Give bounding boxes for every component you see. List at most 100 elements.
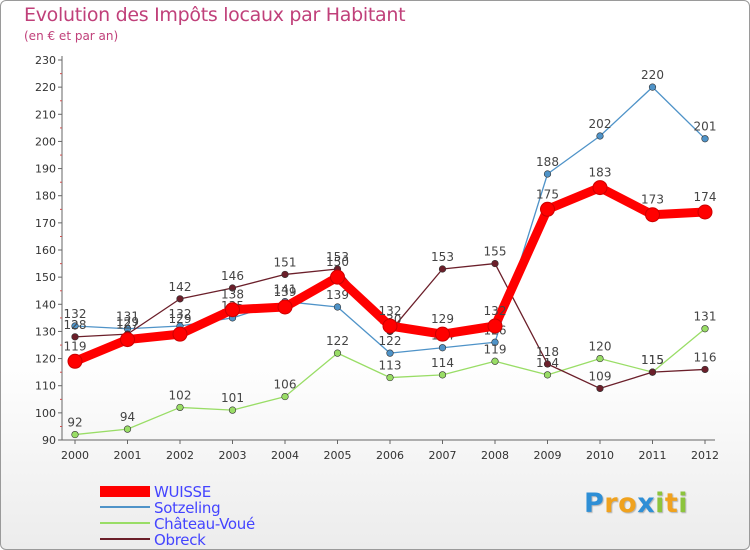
data-label: 102 [169, 388, 192, 402]
data-label: 153 [431, 250, 454, 264]
x-tick-label: 2002 [166, 449, 194, 462]
y-tick-label: 170 [35, 217, 56, 230]
x-tick-label: 2001 [114, 449, 142, 462]
data-point [491, 259, 499, 268]
data-point [386, 349, 394, 357]
y-tick-label: 180 [35, 190, 56, 203]
data-point [228, 284, 237, 292]
data-label: 132 [64, 307, 87, 321]
data-label: 120 [589, 340, 612, 354]
data-label: 141 [274, 283, 297, 297]
data-label: 129 [116, 315, 139, 329]
logo-letter: t [664, 488, 679, 519]
data-label: 109 [589, 369, 612, 383]
data-label: 201 [694, 120, 717, 134]
y-tick-label: 200 [35, 135, 56, 148]
data-point [386, 373, 394, 382]
data-label: 202 [589, 117, 612, 131]
data-point [596, 354, 604, 363]
data-point [645, 207, 660, 223]
data-point [438, 344, 447, 352]
data-label: 153 [326, 250, 349, 264]
y-tick-label: 120 [35, 353, 56, 366]
data-label: 151 [274, 255, 297, 269]
data-label: 139 [274, 285, 297, 299]
data-label: 127 [116, 318, 139, 332]
y-tick-label: 130 [35, 325, 56, 338]
y-tick-label: 160 [35, 244, 56, 257]
legend-swatch-sotzeling [100, 506, 150, 508]
data-point [67, 353, 83, 369]
legend-label-obreck: Obreck [154, 531, 206, 549]
data-point [176, 295, 184, 303]
data-label: 115 [641, 353, 664, 367]
x-tick-label: 2008 [481, 449, 509, 462]
data-label: 188 [536, 155, 559, 169]
data-point [540, 201, 555, 217]
data-point [543, 170, 552, 178]
data-point [648, 83, 657, 91]
data-label: 132 [379, 304, 402, 318]
data-label: 183 [589, 166, 612, 180]
data-point [592, 180, 608, 196]
data-point [228, 406, 237, 414]
data-label: 116 [694, 350, 717, 364]
data-point [487, 318, 503, 334]
data-label: 175 [536, 187, 559, 201]
data-point [71, 430, 79, 439]
data-point [120, 332, 135, 348]
data-point [123, 425, 132, 433]
x-tick-label: 2000 [61, 449, 89, 462]
data-label: 173 [641, 193, 664, 207]
logo-letter: r [604, 488, 619, 519]
data-point [648, 368, 657, 376]
data-label: 139 [326, 288, 349, 302]
legend-label-chateau-voue: Château-Voué [154, 515, 255, 533]
data-point [382, 318, 398, 334]
logo-letter: i [678, 488, 689, 519]
chart-subtitle: (en € et par an) [24, 29, 119, 43]
data-point [281, 392, 289, 401]
data-label: 174 [694, 190, 717, 204]
data-point [225, 302, 240, 318]
x-tick-label: 2003 [219, 449, 247, 462]
legend-swatch-chateau-voue [100, 522, 150, 524]
x-tick-label: 2009 [534, 449, 562, 462]
data-label: 114 [431, 356, 454, 370]
legend-label-wuisse: WUISSE [154, 483, 211, 501]
x-tick-label: 2012 [691, 449, 719, 462]
data-label: 132 [484, 304, 507, 318]
data-label: 118 [536, 345, 559, 359]
y-tick-label: 220 [35, 81, 56, 94]
y-tick-label: 100 [35, 407, 56, 420]
logo-letter: x [637, 488, 656, 519]
data-label: 129 [169, 312, 192, 326]
x-tick-label: 2007 [429, 449, 457, 462]
data-point [701, 365, 709, 374]
y-tick-label: 110 [35, 380, 56, 393]
data-point [543, 371, 552, 379]
y-tick-label: 140 [35, 298, 56, 311]
chart-title: Evolution des Impôts locaux par Habitant [24, 4, 406, 26]
data-label: 122 [326, 334, 349, 348]
y-tick-label: 230 [35, 54, 56, 67]
y-tick-label: 210 [35, 108, 56, 121]
data-label: 115 [641, 353, 664, 367]
data-point [701, 325, 709, 333]
data-point [71, 333, 79, 341]
data-point [333, 349, 342, 357]
data-point [172, 326, 188, 342]
data-point [330, 269, 345, 285]
data-point [596, 384, 604, 393]
x-tick-label: 2006 [376, 449, 404, 462]
data-label: 146 [221, 269, 244, 283]
data-label: 119 [64, 339, 87, 353]
data-point [491, 357, 499, 365]
proxiti-logo: Proxiti [584, 488, 688, 519]
data-point [277, 299, 293, 315]
data-label: 128 [64, 318, 87, 332]
data-label: 92 [67, 416, 82, 430]
data-point [176, 403, 184, 412]
